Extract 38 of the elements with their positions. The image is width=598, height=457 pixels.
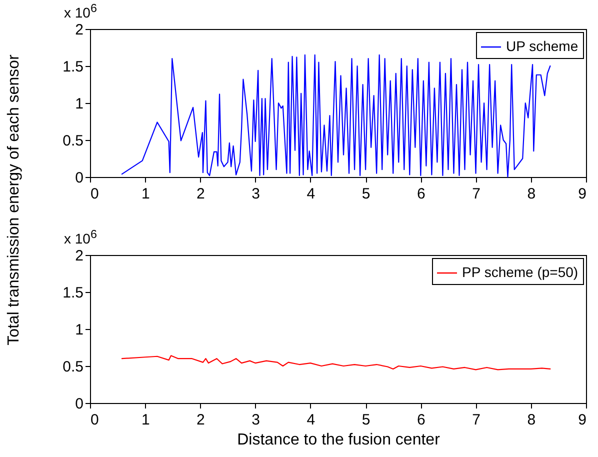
y-axis-title: Total transmission energy of each sensor <box>4 54 23 346</box>
y-tick-label: 0.5 <box>62 132 84 150</box>
x-tick-label: 6 <box>416 186 426 202</box>
line-series <box>121 355 551 370</box>
y-tick-label: 2 <box>75 248 84 264</box>
x-tick-label: 1 <box>141 412 150 428</box>
x-tick-label: 4 <box>306 412 316 428</box>
x-tick-label: 7 <box>472 186 480 202</box>
y-tick-label: 1 <box>75 96 84 112</box>
y-tick-label: 1.5 <box>62 58 84 76</box>
x-tick-label: 5 <box>362 186 370 202</box>
x-tick-label: 2 <box>196 186 205 202</box>
x-axis-title: Distance to the fusion center <box>237 432 441 448</box>
text: x 10$^{6}$ <box>64 228 97 247</box>
x-tick-label: 8 <box>527 412 536 428</box>
x-tick-label: 3 <box>252 412 260 428</box>
x-tick-label: 9 <box>578 186 586 202</box>
y-tick-label: 2 <box>75 22 84 38</box>
x-tick-label: 1 <box>141 186 150 202</box>
x-tick-label: 0 <box>90 186 99 202</box>
y-tick-label: 0 <box>75 396 84 412</box>
x-tick-label: 5 <box>362 412 370 428</box>
y-tick-label: 1.5 <box>62 284 84 302</box>
x-tick-label: 7 <box>472 412 480 428</box>
x-tick-label: 6 <box>416 412 426 428</box>
x-tick-label: 0 <box>90 412 99 428</box>
y-tick-label: 0 <box>75 170 84 186</box>
text: x 10$^{6}$ <box>64 2 97 21</box>
x-tick-label: 3 <box>252 186 260 202</box>
y-tick-label: 1 <box>75 322 84 338</box>
legend-label: PP scheme (p=50) <box>462 264 578 280</box>
x-tick-label: 2 <box>196 412 205 428</box>
x-tick-label: 4 <box>306 186 316 202</box>
x-tick-label: 8 <box>527 186 536 202</box>
legend-label: UP scheme <box>506 38 578 54</box>
line-series <box>121 54 551 178</box>
x-tick-label: 9 <box>578 412 586 428</box>
y-tick-label: 0.5 <box>62 358 84 376</box>
